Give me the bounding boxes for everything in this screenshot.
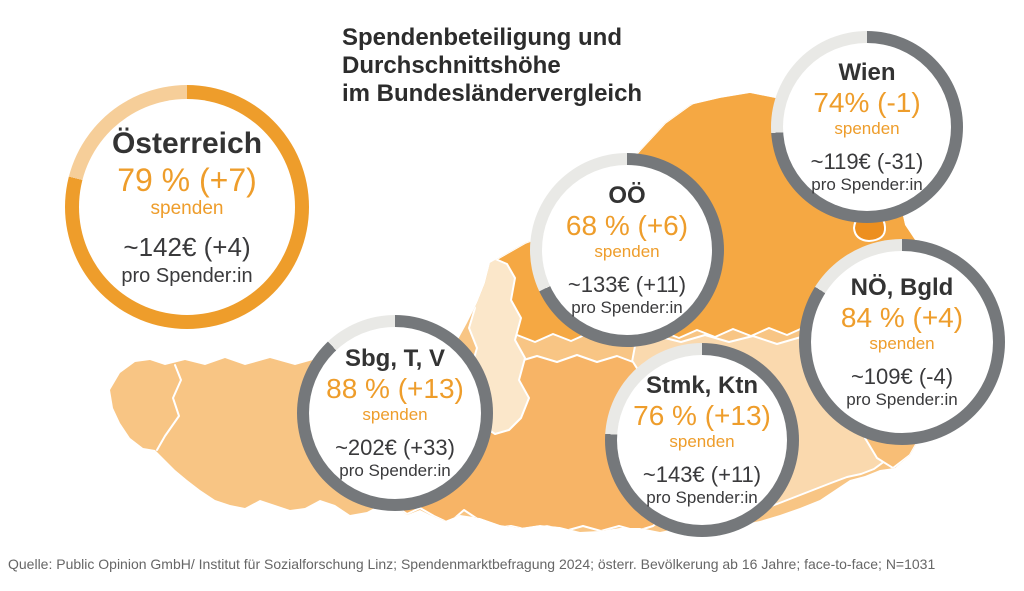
region-name: Wien (838, 58, 896, 86)
avg-donation: ~119€ (-31) (810, 148, 924, 174)
badge-content: NÖ, Bgld 84 % (+4) spenden ~109€ (-4) pr… (799, 239, 1005, 445)
participation-percent: 88 % (+13) (326, 372, 464, 404)
badge-noe-bgld: NÖ, Bgld 84 % (+4) spenden ~109€ (-4) pr… (799, 239, 1005, 445)
badge-sbg-t-v: Sbg, T, V 88 % (+13) spenden ~202€ (+33)… (297, 315, 493, 511)
avg-donation: ~202€ (+33) (335, 434, 455, 460)
participation-percent: 84 % (+4) (840, 301, 964, 333)
title-line-1: Spendenbeteiligung und (342, 24, 622, 51)
badge-inner-circle (542, 165, 712, 335)
region-name: NÖ, Bgld (850, 273, 954, 301)
title-line-3: im Bundesländervergleich (342, 80, 643, 107)
region-name: Stmk, Ktn (645, 371, 758, 399)
badge-wien: Wien 74% (-1) spenden ~119€ (-31) pro Sp… (771, 31, 963, 223)
badge-oesterreich: Österreich 79 % (+7) spenden ~142€ (+4) … (65, 85, 309, 329)
badge-content: OÖ 68 % (+6) spenden ~133€ (+11) pro Spe… (530, 153, 724, 347)
badge-inner-circle (309, 327, 481, 499)
participation-percent: 76 % (+13) (633, 399, 771, 431)
avg-donation: ~133€ (+11) (567, 271, 687, 297)
participation-note: spenden (869, 334, 935, 354)
participation-percent: 68 % (+6) (565, 209, 689, 241)
avg-donation: ~143€ (+11) (642, 461, 762, 487)
participation-note: spenden (834, 119, 900, 139)
badge-inner-circle (783, 43, 951, 211)
participation-percent: 74% (-1) (813, 86, 921, 118)
per-donor-label: pro Spender:in (571, 298, 683, 317)
badge-content: Stmk, Ktn 76 % (+13) spenden ~143€ (+11)… (605, 343, 799, 537)
badge-ooe: OÖ 68 % (+6) spenden ~133€ (+11) pro Spe… (530, 153, 724, 347)
badge-inner-circle (617, 355, 787, 525)
per-donor-label: pro Spender:in (339, 461, 451, 480)
badge-inner-circle (811, 251, 993, 433)
badge-inner-circle (79, 99, 295, 315)
badge-content: Sbg, T, V 88 % (+13) spenden ~202€ (+33)… (297, 315, 493, 511)
badge-content: Wien 74% (-1) spenden ~119€ (-31) pro Sp… (771, 31, 963, 223)
per-donor-label: pro Spender:in (811, 175, 923, 194)
participation-note: spenden (669, 432, 735, 452)
per-donor-label: pro Spender:in (846, 390, 958, 409)
participation-percent: 79 % (+7) (117, 161, 257, 198)
page-title: Spendenbeteiligung und Durchschnittshöhe… (342, 24, 642, 108)
per-donor-label: pro Spender:in (646, 488, 758, 507)
region-name: OÖ (608, 181, 646, 209)
badge-stmk-ktn: Stmk, Ktn 76 % (+13) spenden ~143€ (+11)… (605, 343, 799, 537)
region-name: Österreich (111, 127, 263, 161)
badge-content: Österreich 79 % (+7) spenden ~142€ (+4) … (65, 85, 309, 329)
source-line: Quelle: Public Opinion GmbH/ Institut fü… (8, 556, 936, 572)
title-line-2: Durchschnittshöhe (342, 52, 561, 79)
avg-donation: ~109€ (-4) (850, 363, 954, 389)
participation-note: spenden (362, 405, 428, 425)
participation-note: spenden (150, 198, 224, 220)
participation-note: spenden (594, 242, 660, 262)
per-donor-label: pro Spender:in (121, 264, 253, 287)
region-name: Sbg, T, V (344, 344, 445, 372)
border-vorarlberg-tirol (156, 364, 182, 451)
avg-donation: ~142€ (+4) (123, 232, 251, 263)
